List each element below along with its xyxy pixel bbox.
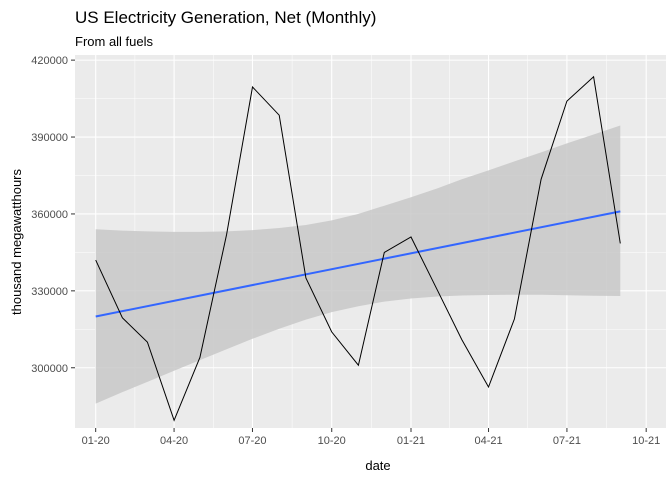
- x-tick-label: 04-20: [160, 435, 188, 447]
- x-tick-label: 07-21: [553, 435, 581, 447]
- x-tick-label: 07-20: [238, 435, 266, 447]
- series-line: [95, 75, 621, 422]
- x-tick-label: 04-21: [474, 435, 502, 447]
- y-tick-label: 420000: [31, 55, 68, 67]
- x-tick-label: 01-20: [82, 435, 110, 447]
- y-tick-label: 330000: [31, 286, 68, 298]
- y-tick-label: 300000: [31, 363, 68, 375]
- y-tick-label: 360000: [31, 209, 68, 221]
- trend-line-group: [95, 210, 621, 318]
- y-tick-label: 390000: [31, 132, 68, 144]
- x-tick-label: 10-20: [318, 435, 346, 447]
- chart-subtitle: From all fuels: [75, 34, 154, 49]
- y-axis: 300000 330000 360000 390000 420000: [31, 55, 75, 375]
- chart-title: US Electricity Generation, Net (Monthly): [75, 8, 376, 27]
- x-axis: 01-20 04-20 07-20 10-20 01-21 04-21 07-21 10-21: [82, 428, 660, 447]
- y-axis-title: thousand megawatthours: [9, 169, 24, 315]
- data-series: [95, 75, 621, 422]
- x-axis-title: date: [365, 458, 390, 473]
- x-tick-label: 10-21: [632, 435, 660, 447]
- x-tick-label: 01-21: [397, 435, 425, 447]
- trend-line: [95, 210, 621, 318]
